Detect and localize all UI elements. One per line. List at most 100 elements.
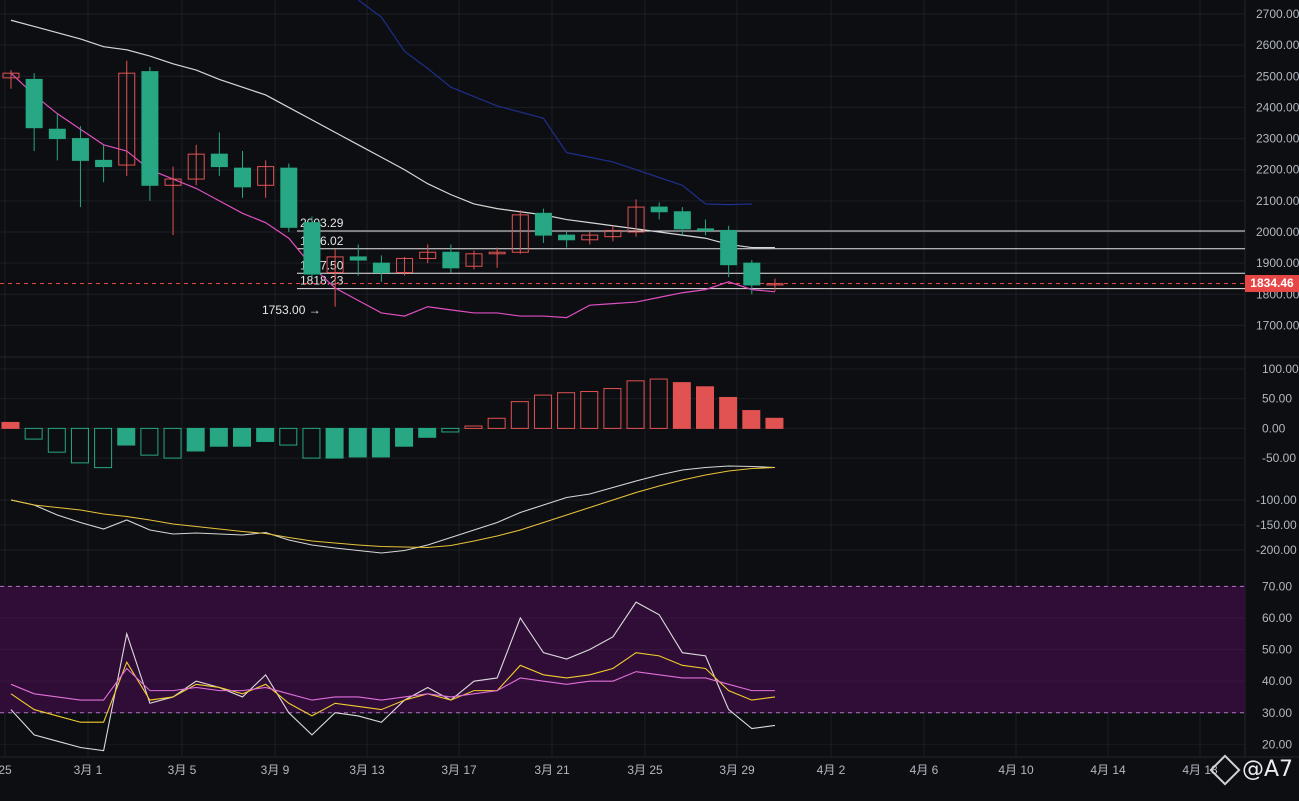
candle-body xyxy=(234,167,251,188)
candle-body xyxy=(210,153,228,168)
macd-histogram-bar xyxy=(395,427,414,447)
last-price-tag: 1834.46 xyxy=(1245,275,1299,292)
rsi-band xyxy=(0,586,1245,713)
candle-body xyxy=(2,72,20,79)
macd-histogram-bar xyxy=(325,427,344,459)
x-axis-label: 3月 9 xyxy=(261,763,290,777)
price-tick-label: 1900.00 xyxy=(1256,256,1299,270)
candle-body xyxy=(743,262,761,286)
watermark-text: @A7 xyxy=(1241,757,1293,782)
candle-body xyxy=(95,159,113,168)
price-tick-label: 2700.00 xyxy=(1256,7,1299,21)
macd-histogram-bar xyxy=(464,425,483,429)
rsi-series-line xyxy=(10,601,776,752)
macd-histogram-bar xyxy=(580,391,599,429)
candle-body xyxy=(697,228,714,231)
x-axis-label: 4月 10 xyxy=(998,763,1034,777)
candle-body xyxy=(534,212,552,236)
candle-body xyxy=(604,229,622,238)
macd-histogram-bar xyxy=(163,427,182,459)
x-axis-label: 4月 14 xyxy=(1090,763,1126,777)
candle-body xyxy=(673,211,691,230)
macd-tick-label: 50.00 xyxy=(1262,392,1292,406)
macd-histogram-bar xyxy=(441,427,460,433)
macd-line-tick-label: -100.00 xyxy=(1256,493,1297,507)
macd-histogram-bar xyxy=(626,380,645,429)
rsi-tick-label: 30.00 xyxy=(1262,706,1292,720)
macd-series-line xyxy=(10,465,775,554)
macd-histogram-bar xyxy=(742,410,761,429)
rsi-series-line xyxy=(10,652,776,723)
macd-histogram-bar xyxy=(719,396,738,429)
candle-body xyxy=(118,72,136,166)
macd-histogram-bar xyxy=(487,417,506,429)
candle-body xyxy=(326,256,344,273)
macd-tick-label: 0.00 xyxy=(1262,421,1286,435)
candle-body xyxy=(396,257,414,273)
rsi-tick-label: 40.00 xyxy=(1262,674,1292,688)
macd-line-tick-label: -150.00 xyxy=(1256,518,1297,532)
candle-body xyxy=(187,153,205,180)
watermark: @A7 xyxy=(1209,753,1293,786)
macd-histogram-bar xyxy=(117,427,136,446)
macd-histogram-bar xyxy=(186,427,205,452)
macd-histogram-bar xyxy=(348,427,367,458)
candle-body xyxy=(257,166,275,186)
macd-histogram-bar xyxy=(418,427,437,438)
candle-body xyxy=(488,251,506,255)
x-axis-label: 3月 13 xyxy=(349,763,385,777)
macd-histogram-bar xyxy=(70,427,89,464)
macd-histogram-bar xyxy=(302,427,321,459)
x-axis-label: 3月 5 xyxy=(168,763,197,777)
macd-histogram-bar xyxy=(765,417,784,429)
price-tick-label: 2000.00 xyxy=(1256,225,1299,239)
macd-tick-label: 100.00 xyxy=(1262,362,1299,376)
x-axis-label: 25 xyxy=(0,763,12,777)
macd-histogram-bar xyxy=(94,427,113,469)
price-tick-label: 2300.00 xyxy=(1256,132,1299,146)
macd-histogram-bar xyxy=(256,427,275,442)
ma-blue-line xyxy=(357,0,752,206)
x-axis-label: 4月 6 xyxy=(910,763,939,777)
macd-histogram-bar xyxy=(672,382,691,429)
macd-histogram-bar xyxy=(533,394,552,429)
candle-body xyxy=(25,78,43,129)
candle-body xyxy=(766,283,784,286)
macd-histogram-bar xyxy=(24,427,43,440)
macd-histogram-bar xyxy=(603,388,622,429)
price-tick-label: 2500.00 xyxy=(1256,69,1299,83)
macd-histogram-bar xyxy=(140,427,159,456)
macd-histogram-bar xyxy=(279,427,298,446)
macd-histogram-bar xyxy=(510,401,529,429)
price-tick-label: 2200.00 xyxy=(1256,163,1299,177)
x-axis-label: 3月 17 xyxy=(441,763,477,777)
rsi-tick-label: 60.00 xyxy=(1262,611,1292,625)
x-axis-label: 4月 2 xyxy=(817,763,846,777)
level-label: 1818.23 xyxy=(300,274,344,288)
macd-line-tick-label: -200.00 xyxy=(1256,543,1297,557)
candle-body xyxy=(650,206,668,213)
price-tick-label: 2100.00 xyxy=(1256,194,1299,208)
candle-body xyxy=(372,262,390,273)
price-tick-label: 2400.00 xyxy=(1256,100,1299,114)
rsi-series-line xyxy=(10,667,775,701)
candle-body xyxy=(558,234,576,241)
candle-body xyxy=(581,234,599,241)
x-axis-label: 4月 18 xyxy=(1182,763,1218,777)
price-tick-label: 1700.00 xyxy=(1256,318,1299,332)
rsi-tick-label: 20.00 xyxy=(1262,737,1292,751)
candle-body xyxy=(720,229,738,266)
candle-body xyxy=(349,256,367,261)
binance-logo-icon xyxy=(1209,753,1241,786)
macd-histogram-bar xyxy=(371,427,390,458)
x-axis-label: 3月 21 xyxy=(534,763,570,777)
candle-body xyxy=(303,222,321,275)
x-axis-label: 3月 29 xyxy=(719,763,755,777)
rsi-tick-label: 70.00 xyxy=(1262,579,1292,593)
candle-body xyxy=(627,206,645,233)
macd-histogram-bar xyxy=(47,427,66,453)
candle-body xyxy=(511,214,529,253)
macd-tick-label: -50.00 xyxy=(1262,451,1296,465)
